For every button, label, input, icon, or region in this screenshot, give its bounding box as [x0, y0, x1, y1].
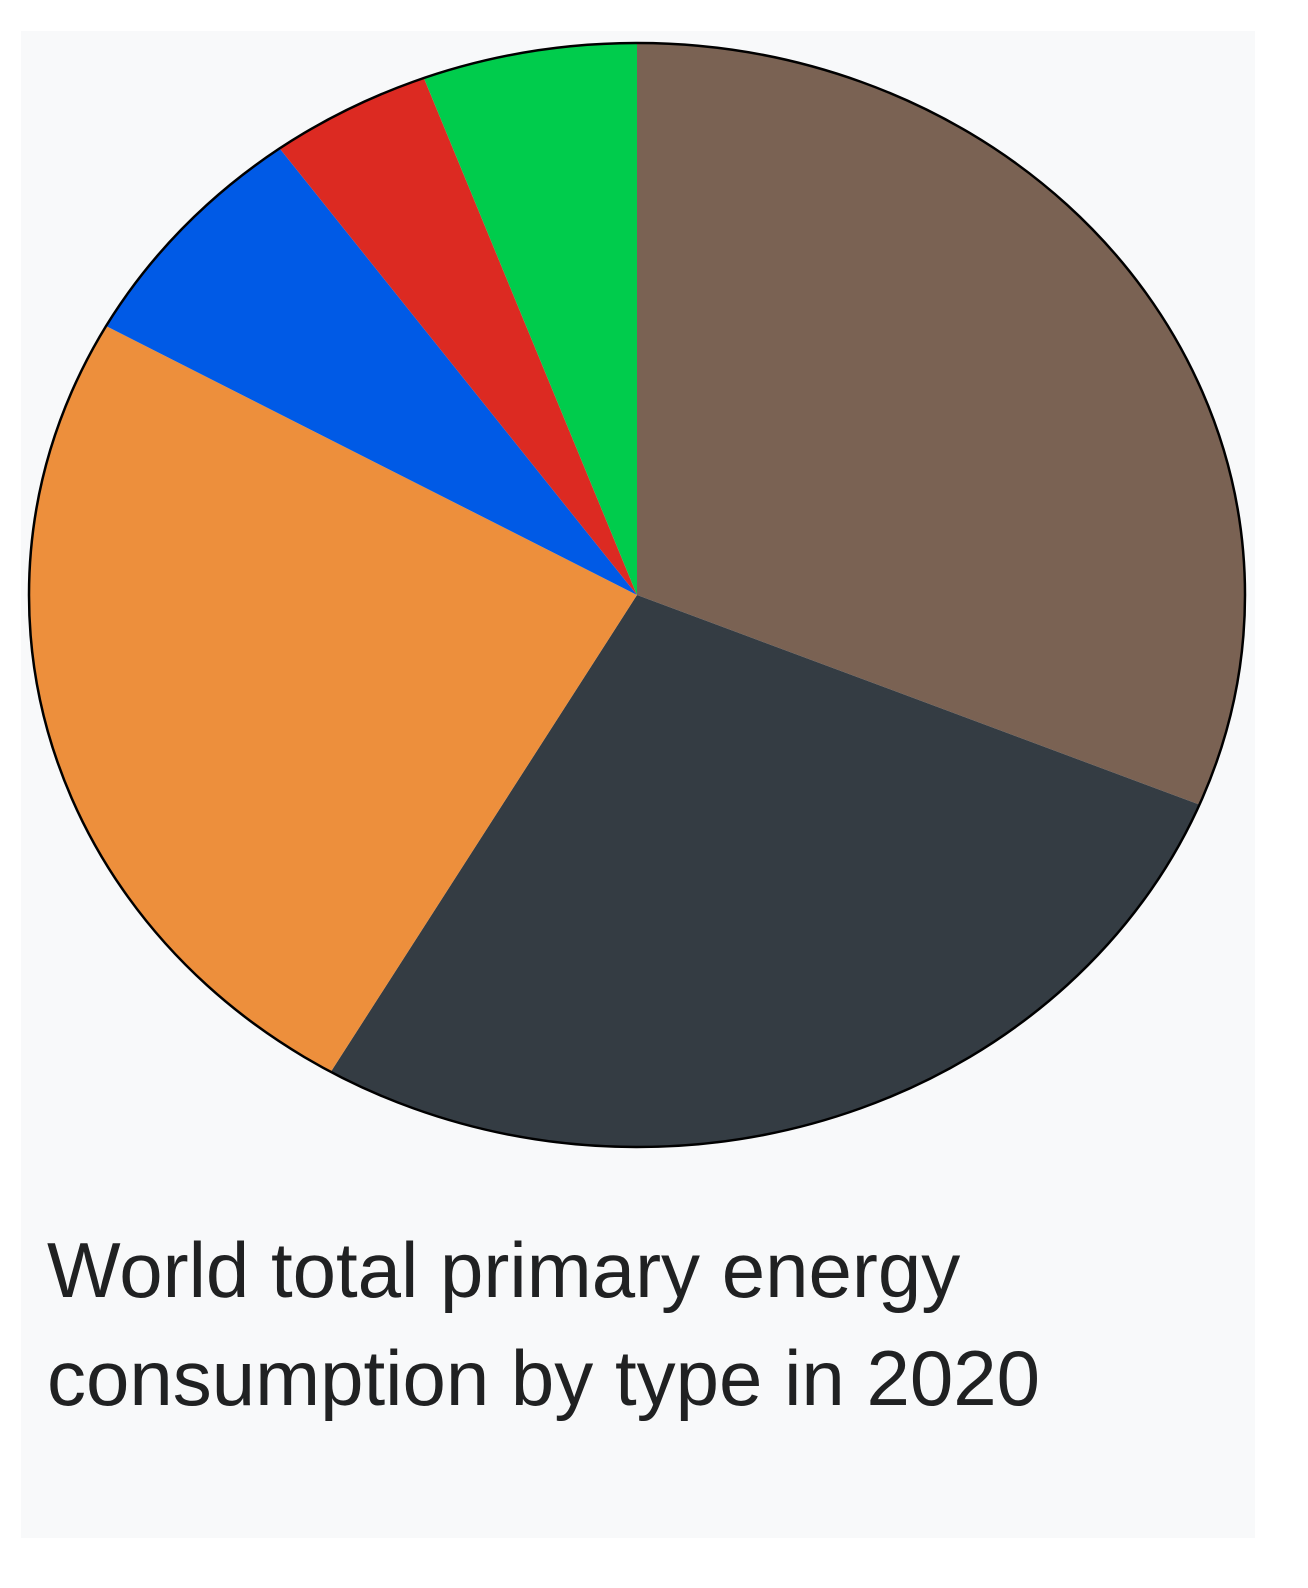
pie-slice-4 — [106, 148, 637, 596]
pie-slice-6 — [423, 43, 637, 595]
pie-slice-3 — [29, 326, 638, 1072]
pie-slice-2 — [330, 595, 1200, 1148]
pie-slice-5 — [279, 78, 637, 595]
figure-frame: World total primary energy consumption b… — [21, 31, 1255, 1538]
pie-slice-1 — [637, 43, 1246, 805]
figure-caption: World total primary energy consumption b… — [47, 1226, 1040, 1422]
pie-outline — [27, 41, 1247, 1149]
pie-chart-svg — [27, 41, 1247, 1149]
pie-chart — [21, 31, 1255, 1171]
